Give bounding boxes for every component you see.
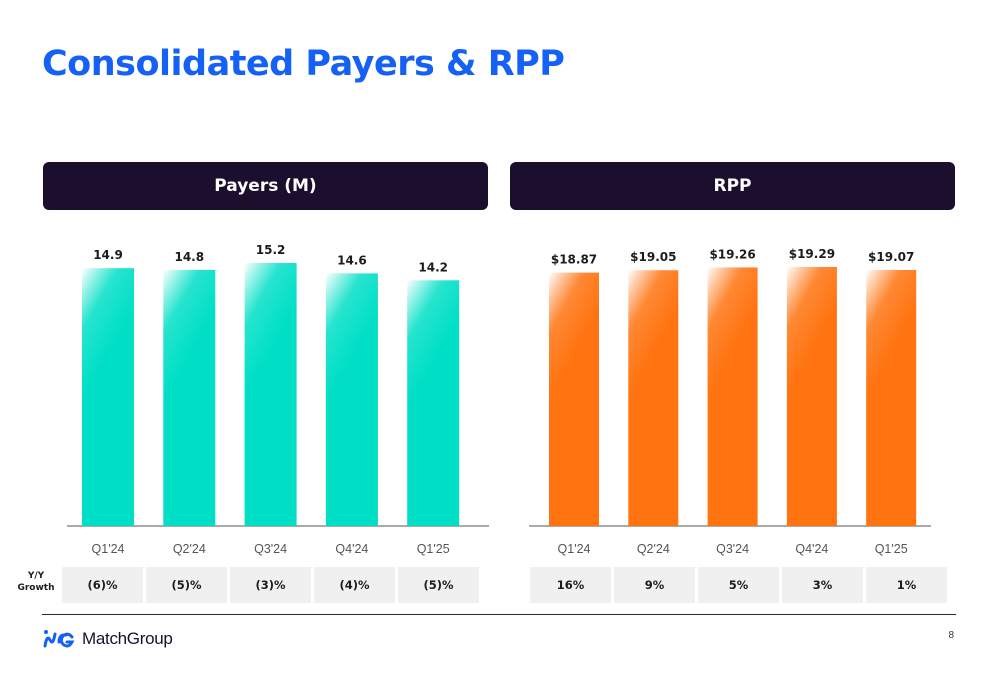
growth-cell: (4)% <box>314 567 395 603</box>
data-label: 14.8 <box>174 250 204 264</box>
growth-cell: 1% <box>866 567 947 603</box>
data-label: $19.26 <box>709 247 755 261</box>
growth-row-caption: Y/Y Growth <box>17 571 55 593</box>
x-tick-label: Q4'24 <box>795 542 828 556</box>
growth-cell: 5% <box>698 567 779 603</box>
growth-cell: 16% <box>530 567 611 603</box>
bar <box>82 268 134 526</box>
page-title: Consolidated Payers & RPP <box>42 44 565 84</box>
footer-divider <box>42 614 956 615</box>
bar <box>549 272 599 526</box>
data-label: 14.6 <box>337 253 367 267</box>
x-tick-label: Q1'24 <box>92 542 125 556</box>
x-tick-label: Q3'24 <box>254 542 287 556</box>
bar <box>163 269 216 526</box>
growth-cell: 3% <box>782 567 863 603</box>
bar <box>707 267 758 526</box>
rpp-header-label: RPP <box>713 176 752 196</box>
data-label: $19.07 <box>868 250 914 264</box>
rpp-panel-header: RPP <box>510 162 955 210</box>
logo-text: MatchGroup <box>82 629 173 648</box>
x-tick-label: Q1'25 <box>875 542 908 556</box>
bar <box>244 263 297 526</box>
bar <box>325 273 378 526</box>
match-group-logo: MatchGroup <box>42 626 173 652</box>
data-label: 15.2 <box>256 243 286 257</box>
x-tick-label: Q1'25 <box>417 542 450 556</box>
payers-header-label: Payers (M) <box>214 176 317 196</box>
x-tick-label: Q3'24 <box>716 542 749 556</box>
page-number: 8 <box>948 630 954 641</box>
payers-panel-header: Payers (M) <box>43 162 488 210</box>
growth-cell: (6)% <box>62 567 143 603</box>
bar <box>866 269 917 526</box>
payers-growth-row: (6)% (5)% (3)% (4)% (5)% <box>62 567 479 603</box>
data-label: 14.9 <box>93 248 123 262</box>
growth-cell: 9% <box>614 567 695 603</box>
growth-cell: (3)% <box>230 567 311 603</box>
rpp-growth-row: 16% 9% 5% 3% 1% <box>530 567 947 603</box>
data-label: $19.05 <box>630 250 676 264</box>
rpp-bar-chart: $18.87 Q1'24 $19.05 Q2'24 $19.26 Q3'24 $19.29 Q… <box>529 247 931 556</box>
x-tick-label: Q2'24 <box>637 542 670 556</box>
bar <box>786 267 837 526</box>
x-tick-label: Q1'24 <box>558 542 591 556</box>
x-tick-label: Q4'24 <box>335 542 368 556</box>
x-tick-label: Q2'24 <box>173 542 206 556</box>
growth-cell: (5)% <box>398 567 479 603</box>
data-label: 14.2 <box>418 260 448 274</box>
data-label: $19.29 <box>789 247 835 261</box>
bar <box>407 280 460 526</box>
growth-cell: (5)% <box>146 567 227 603</box>
match-group-logo-icon <box>43 630 75 648</box>
bar <box>628 270 679 526</box>
data-label: $18.87 <box>551 253 597 267</box>
payers-bar-chart: 14.9 Q1'24 14.8 Q2'24 15.2 Q3'24 14.6 Q4'24 14.2… <box>67 243 489 556</box>
